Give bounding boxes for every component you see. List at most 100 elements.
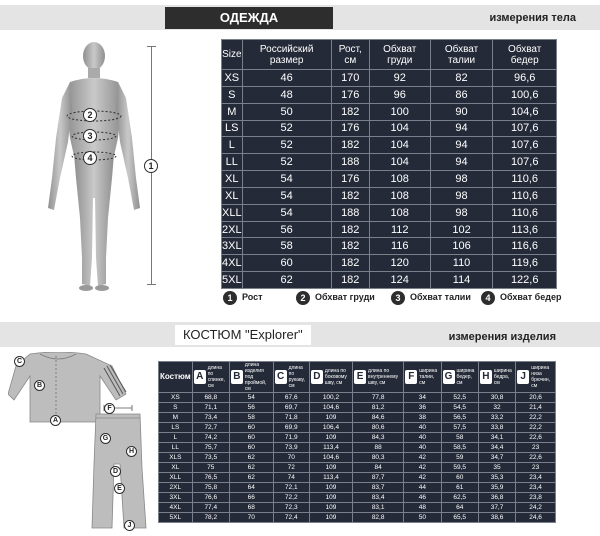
suit-table-cell: 104,6	[308, 452, 354, 463]
size-table-cell: 52	[241, 153, 332, 172]
height-ruler-cap-bottom	[147, 284, 156, 285]
suit-table-cell: 21,4	[515, 402, 556, 413]
suit-table-cell: 34,1	[477, 432, 517, 443]
suit-table-cell: 23	[515, 462, 556, 473]
size-table-row: LL 52 188 104 94 107,6	[221, 153, 557, 172]
size-table-cell: 116,6	[492, 237, 557, 256]
suit-table-cell: 70	[228, 512, 274, 523]
suit-table-cell: XS	[158, 392, 193, 403]
suit-marker-g: G	[100, 433, 111, 444]
suit-table-cell: 73,9	[272, 442, 310, 453]
size-table-cell: 110,6	[492, 170, 557, 188]
size-table-cell: 176	[330, 170, 370, 188]
suit-table-cell: 72,3	[272, 502, 310, 513]
column-header: Российский размер	[241, 39, 332, 70]
column-label: Костюм	[160, 372, 191, 381]
suit-table-cell: 74	[272, 472, 310, 483]
suit-table-cell: 68	[228, 502, 274, 513]
size-table-cell: 60	[241, 254, 332, 273]
size-table-row: M 50 182 100 90 104,6	[221, 102, 557, 121]
suit-table-cell: 76,6	[191, 492, 230, 503]
suit-table-cell: 62	[228, 462, 274, 473]
size-table-cell: LS	[221, 119, 243, 138]
column-label: ширина талии, см	[419, 368, 438, 386]
suit-table-cell: XLS	[158, 452, 193, 463]
suit-table-cell: 72,2	[272, 492, 310, 503]
size-table-row: XS 46 170 92 82 96,6	[221, 69, 557, 87]
size-table-cell: 54	[241, 186, 332, 205]
suit-table-cell: 35,3	[477, 472, 517, 483]
legend-number: 2	[296, 290, 310, 305]
suit-table-cell: 70	[272, 452, 310, 463]
size-table-cell: 96,6	[492, 69, 557, 87]
suit-table-cell: 83,1	[352, 502, 405, 513]
suit-table-row: L 74,2 60 71,9 109 84,3 40 58 34,1 22,6	[158, 432, 556, 443]
suit-marker-e: E	[114, 483, 125, 494]
suit-table-cell: 40	[403, 442, 442, 453]
suit-table-cell: 80,6	[352, 422, 405, 433]
suit-title: КОСТЮМ "Explorer"	[175, 325, 311, 345]
column-label: длина по спинке, см	[207, 365, 225, 389]
legend-label: Обхват груди	[315, 292, 375, 302]
suit-table-row: 5XL 78,2 70 72,4 109 82,8 50 65,5 38,6 24,6	[158, 512, 556, 523]
size-table-cell: 54	[241, 203, 332, 222]
size-table-cell: 98	[429, 203, 494, 222]
suit-table-cell: S	[158, 402, 193, 413]
suit-table-row: 3XL 76,6 66 72,2 109 83,4 46 62,5 36,8 23,8	[158, 492, 556, 503]
suit-marker-c: C	[14, 356, 25, 367]
size-table-row: XLL 54 188 108 98 110,6	[221, 203, 557, 222]
suit-table-cell: 71,8	[272, 412, 310, 423]
size-table-row: LS 52 176 104 94 107,6	[221, 119, 557, 138]
suit-table-cell: 37,7	[477, 502, 517, 513]
size-table-cell: 113,6	[492, 220, 557, 239]
suit-table-cell: XL	[158, 462, 193, 473]
suit-table-row: 4XL 77,4 68 72,3 109 83,1 48 64 37,7 24,2	[158, 502, 556, 513]
size-table-cell: 94	[429, 153, 494, 172]
size-table-cell: XL	[221, 170, 243, 188]
suit-table-cell: 67,6	[272, 392, 310, 403]
size-table-cell: 5XL	[221, 271, 243, 289]
suit-table-cell: 73,5	[191, 452, 230, 463]
suit-table-cell: 4XL	[158, 502, 193, 513]
size-table-cell: 120	[368, 254, 431, 273]
suit-table-cell: 71,9	[272, 432, 310, 443]
suit-table-cell: 84,6	[352, 412, 405, 423]
suit-table-cell: 22,6	[515, 432, 556, 443]
suit-table-cell: 64	[228, 482, 274, 493]
size-table-cell: S	[221, 85, 243, 104]
suit-marker-j: J	[124, 520, 135, 531]
suit-table-cell: 75	[191, 462, 230, 473]
size-table-cell: L	[221, 136, 243, 155]
legend-number: 3	[391, 290, 405, 305]
legend-item: 3 Обхват талии	[391, 290, 471, 305]
suit-table-row: XS 68,8 54 67,6 100,2 77,8 34 52,5 30,8 20,6	[158, 392, 556, 403]
suit-table-cell: 42	[403, 452, 442, 463]
size-table-cell: 94	[429, 119, 494, 138]
suit-marker-h: H	[126, 446, 137, 457]
suit-table-cell: 71,1	[191, 402, 230, 413]
size-table-cell: XL	[221, 186, 243, 205]
suit-table-row: LL 75,7 60 73,9 113,4 88 40 58,5 34,4 23	[158, 442, 556, 453]
size-table-cell: 94	[429, 136, 494, 155]
suit-subtitle: измерения изделия	[448, 331, 556, 343]
suit-garment-illustration	[8, 352, 147, 529]
suit-table-row: 2XL 75,8 64 72,1 109 83,7 44 61 35,9 23,4	[158, 482, 556, 493]
size-table-cell: 46	[241, 69, 332, 87]
size-table-cell: 52	[241, 136, 332, 155]
suit-table-cell: 46	[403, 492, 442, 503]
suit-table-cell: 60	[228, 422, 274, 433]
suit-table-cell: 61	[440, 482, 479, 493]
height-ruler-cap-top	[147, 46, 156, 47]
size-table-row: 4XL 60 182 120 110 119,6	[221, 254, 557, 273]
size-table-cell: 188	[330, 203, 370, 222]
suit-table-cell: 33,2	[477, 412, 517, 423]
suit-table-cell: 81,2	[352, 402, 405, 413]
suit-marker-f: F	[104, 403, 115, 414]
size-table-cell: XLL	[221, 203, 243, 222]
suit-table-cell: 33,8	[477, 422, 517, 433]
suit-table-cell: 42	[403, 472, 442, 483]
suit-table-cell: 78,2	[191, 512, 230, 523]
